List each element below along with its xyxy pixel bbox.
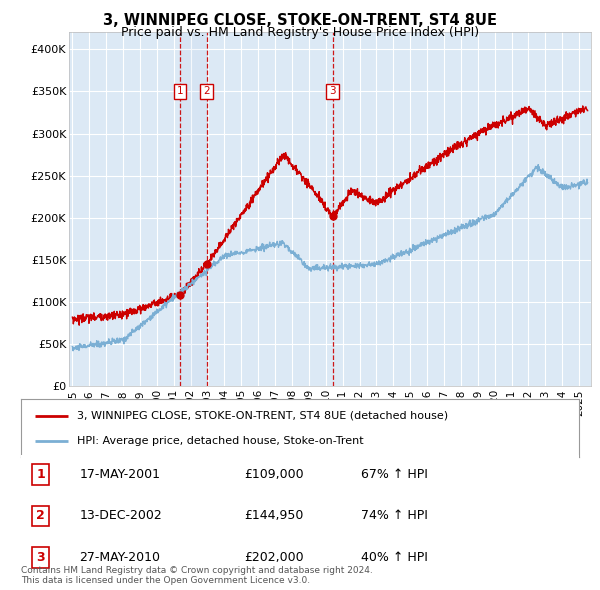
Text: 13-DEC-2002: 13-DEC-2002: [80, 509, 163, 523]
Text: 1: 1: [177, 87, 184, 96]
Text: 3: 3: [36, 550, 45, 564]
Text: 3, WINNIPEG CLOSE, STOKE-ON-TRENT, ST4 8UE (detached house): 3, WINNIPEG CLOSE, STOKE-ON-TRENT, ST4 8…: [77, 411, 448, 421]
Bar: [180, 32, 206, 386]
Text: 40% ↑ HPI: 40% ↑ HPI: [361, 550, 428, 564]
Text: 27-MAY-2010: 27-MAY-2010: [80, 550, 161, 564]
Text: 3, WINNIPEG CLOSE, STOKE-ON-TRENT, ST4 8UE: 3, WINNIPEG CLOSE, STOKE-ON-TRENT, ST4 8…: [103, 13, 497, 28]
Text: 74% ↑ HPI: 74% ↑ HPI: [361, 509, 428, 523]
Text: 3: 3: [329, 87, 336, 96]
Text: 2: 2: [203, 87, 210, 96]
Text: £109,000: £109,000: [244, 468, 304, 481]
Text: 1: 1: [36, 468, 45, 481]
Text: Price paid vs. HM Land Registry's House Price Index (HPI): Price paid vs. HM Land Registry's House …: [121, 26, 479, 39]
Text: 2: 2: [36, 509, 45, 523]
Text: HPI: Average price, detached house, Stoke-on-Trent: HPI: Average price, detached house, Stok…: [77, 436, 364, 446]
Text: 67% ↑ HPI: 67% ↑ HPI: [361, 468, 428, 481]
Text: £144,950: £144,950: [244, 509, 304, 523]
Text: 17-MAY-2001: 17-MAY-2001: [80, 468, 161, 481]
Text: Contains HM Land Registry data © Crown copyright and database right 2024.
This d: Contains HM Land Registry data © Crown c…: [21, 566, 373, 585]
Text: £202,000: £202,000: [244, 550, 304, 564]
